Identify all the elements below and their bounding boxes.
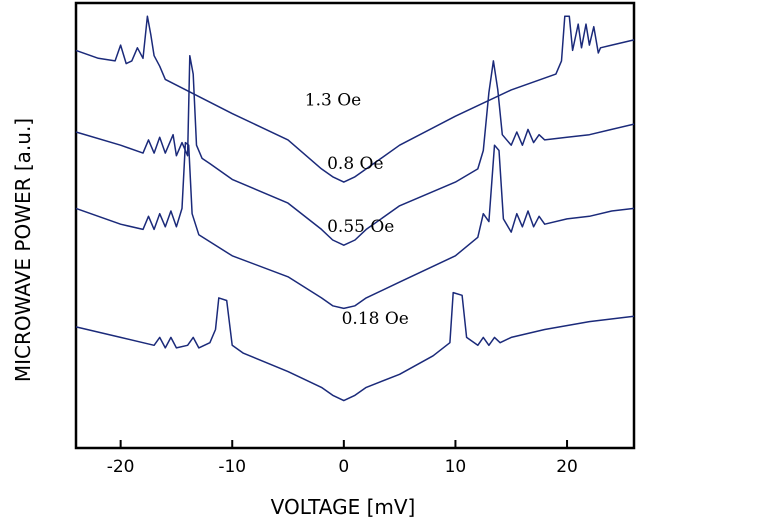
x-tick-label: -10 (218, 457, 246, 477)
plot-frame (74, 1, 636, 450)
x-tick-label: -20 (107, 457, 135, 477)
y-axis-title: MICROWAVE POWER [a.u.] (11, 118, 35, 382)
x-axis-ticks (119, 440, 569, 448)
series-label: 0.55 Oe (327, 217, 394, 237)
x-tick-label: 20 (556, 457, 578, 477)
x-tick-label: 0 (338, 457, 349, 477)
series-label: 1.3 Oe (305, 91, 361, 111)
series-label: 0.18 Oe (342, 309, 409, 329)
x-axis-title: VOLTAGE [mV] (271, 495, 416, 519)
series-label: 0.8 Oe (327, 154, 383, 174)
series-traces (75, 15, 635, 402)
x-tick-label: 10 (445, 457, 467, 477)
series-trace (75, 54, 635, 246)
x-axis-tick-labels: -20 -10 0 10 20 (107, 457, 578, 477)
series-labels: 1.3 Oe 0.8 Oe 0.55 Oe 0.18 Oe (305, 91, 409, 330)
series-trace (75, 291, 635, 402)
series-trace (75, 15, 635, 183)
series-trace (75, 141, 635, 310)
